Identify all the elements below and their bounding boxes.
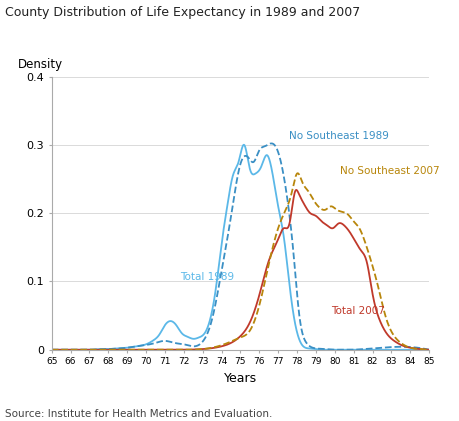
- Text: No Southeast 2007: No Southeast 2007: [340, 165, 439, 176]
- Text: Density: Density: [18, 58, 63, 71]
- Text: Total 2007: Total 2007: [330, 306, 384, 316]
- Text: Total 1989: Total 1989: [179, 272, 234, 282]
- Text: Source: Institute for Health Metrics and Evaluation.: Source: Institute for Health Metrics and…: [5, 409, 271, 419]
- Text: County Distribution of Life Expectancy in 1989 and 2007: County Distribution of Life Expectancy i…: [5, 6, 359, 19]
- X-axis label: Years: Years: [224, 372, 257, 385]
- Text: No Southeast 1989: No Southeast 1989: [288, 131, 387, 141]
